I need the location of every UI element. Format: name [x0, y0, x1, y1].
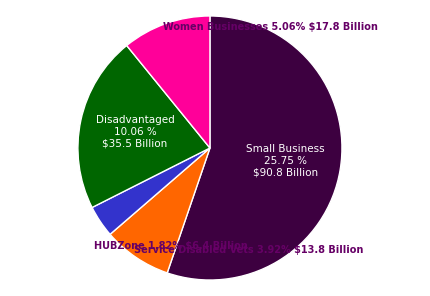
Wedge shape [78, 46, 209, 207]
Wedge shape [92, 148, 209, 234]
Text: Small Business
25.75 %
$90.8 Billion: Small Business 25.75 % $90.8 Billion [246, 144, 324, 177]
Text: HUBZone 1.82% $6.4 Billion: HUBZone 1.82% $6.4 Billion [93, 241, 247, 251]
Wedge shape [167, 16, 341, 280]
Text: Service Disabled Vets 3.92% $13.8 Billion: Service Disabled Vets 3.92% $13.8 Billio… [133, 245, 362, 255]
Wedge shape [126, 16, 209, 148]
Wedge shape [110, 148, 209, 273]
Text: Disadvantaged
10.06 %
$35.5 Billion: Disadvantaged 10.06 % $35.5 Billion [95, 115, 174, 149]
Text: Women Businesses 5.06% $17.8 Billion: Women Businesses 5.06% $17.8 Billion [163, 22, 377, 32]
